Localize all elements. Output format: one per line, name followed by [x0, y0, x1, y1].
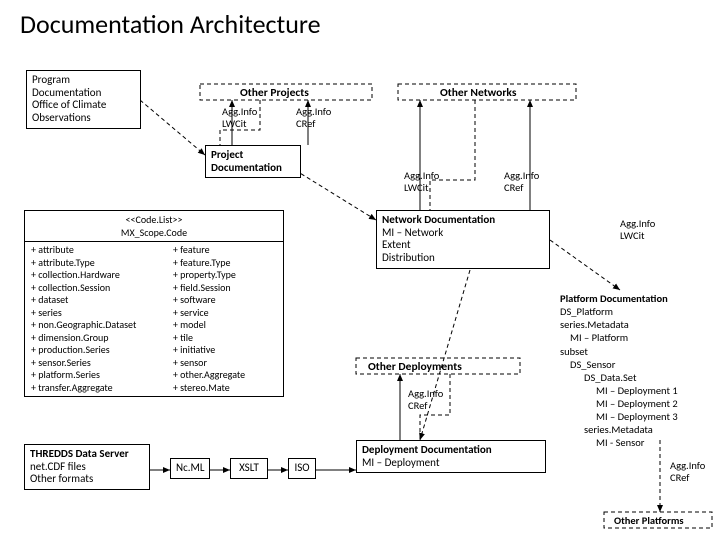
iso-text: ISO — [294, 461, 309, 474]
platform-l4: MI – Platform — [560, 331, 715, 344]
platform-l6: DS_Sensor — [560, 358, 715, 371]
network-doc-box: Network DocumentationMI – Network Extent… — [376, 210, 550, 269]
project-doc-box: Project Documentation — [205, 145, 301, 178]
iso-box: ISO — [288, 458, 316, 479]
codelist-col-right: + feature+ feature.Type+ property.Type+ … — [167, 242, 283, 396]
platform-l3: series.Metadata — [560, 318, 715, 331]
codelist-box: <<Code.List>> MX_Scope.Code + attribute+… — [24, 210, 284, 397]
project-doc-text: Project Documentation — [211, 149, 295, 174]
other-projects-header: Other Projects — [240, 86, 309, 100]
agg-cref-2b: Agg.Info CRef — [408, 388, 443, 411]
agg-lwcit-1: Agg.Info LWCit — [222, 106, 257, 129]
agg-cref-1: Agg.Info CRef — [296, 106, 331, 129]
program-text: Program Documentation Office of Climate … — [32, 74, 135, 125]
other-platforms-header: Other Platforms — [614, 514, 684, 527]
codelist-header: <<Code.List>> MX_Scope.Code — [25, 211, 283, 242]
xslt-box: XSLT — [230, 458, 268, 479]
platform-l11: series.Metadata — [560, 423, 715, 436]
ncml-text: Nc.ML — [176, 461, 205, 474]
program-box: Program Documentation Office of Climate … — [26, 70, 141, 129]
platform-l1: Platform Documentation — [560, 292, 715, 305]
codelist-stereo: <<Code.List>> — [29, 213, 279, 226]
agg-lwcit-3: Agg.Info LWCit — [620, 218, 655, 241]
agg-lwcit-2: Agg.Info LWCit — [404, 170, 439, 193]
page-title: Documentation Architecture — [20, 8, 321, 40]
deployment-doc-text: Deployment DocumentationMI – Deployment — [362, 444, 540, 469]
platform-l2: DS_Platform — [560, 305, 715, 318]
network-doc-text: Network DocumentationMI – Network Extent… — [382, 214, 544, 265]
platform-l12: MI - Sensor — [560, 436, 715, 449]
other-networks-header: Other Networks — [440, 86, 516, 100]
platform-l5: subset — [560, 345, 715, 358]
agg-cref-2: Agg.Info CRef — [504, 170, 539, 193]
xslt-text: XSLT — [239, 461, 259, 474]
deployment-doc-box: Deployment DocumentationMI – Deployment — [356, 440, 546, 473]
ncml-box: Nc.ML — [170, 458, 210, 479]
platform-l9: MI – Deployment 2 — [560, 397, 715, 410]
platform-l8: MI – Deployment 1 — [560, 384, 715, 397]
codelist-col-left: + attribute+ attribute.Type+ collection.… — [25, 242, 167, 396]
thredds-text: THREDDS Data Servernet.CDF filesOther fo… — [30, 448, 144, 486]
codelist-name: MX_Scope.Code — [29, 226, 279, 239]
platform-l7: DS_Data.Set — [560, 371, 715, 384]
platform-l10: MI – Deployment 3 — [560, 410, 715, 423]
agg-cref-3: Agg.Info CRef — [670, 460, 705, 483]
thredds-box: THREDDS Data Servernet.CDF filesOther fo… — [24, 444, 150, 490]
platform-block: Platform Documentation DS_Platform serie… — [560, 292, 715, 450]
other-deployments-header: Other Deployments — [368, 360, 462, 374]
